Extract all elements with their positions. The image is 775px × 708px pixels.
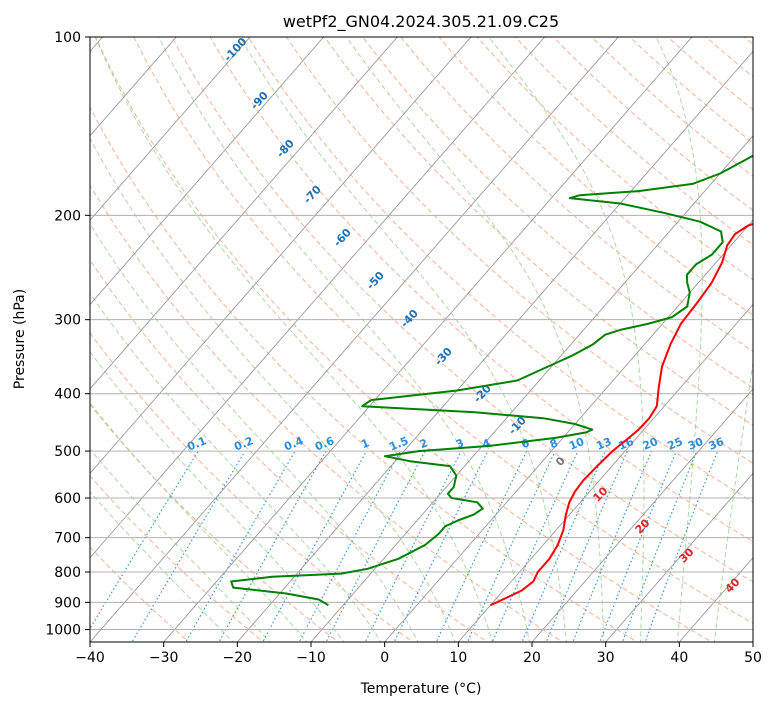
isotherm-line [163,37,693,642]
mixing-ratio-label: 8 [548,436,560,451]
y-tick-label: 1000 [45,622,81,638]
y-tick-label: 200 [54,208,81,224]
mixing-ratio-label: 13 [594,435,613,453]
profile-traces [230,154,753,607]
isotherm-line [90,37,177,137]
x-axis: −40 −30 −20 −10 0 10 20 30 40 50 [75,642,762,666]
isotherm-line [236,50,753,642]
isotherm-line [457,303,753,642]
isotherm-line [90,37,325,306]
dry-adiabat-line [476,37,753,281]
isotherm-line [90,37,619,642]
mixing-ratio-label: 20 [641,435,660,453]
isotherm-line [605,472,753,642]
x-tick-label: 30 [597,650,615,666]
x-tick-label: 50 [744,650,762,666]
background-lines [90,24,775,645]
dry-adiabat-line [133,37,753,624]
isotherm-line [752,641,753,642]
mixing-ratio-label: 3 [454,436,466,451]
y-tick-label: 300 [54,313,81,329]
mixing-ratio-line [621,450,698,642]
dewpoint-trace [230,154,753,607]
x-tick-label: −40 [75,650,105,666]
dry-adiabat-line [767,24,775,645]
mixing-ratio-line [298,450,401,642]
plot-frame [89,36,754,643]
y-tick-label: 700 [54,531,81,547]
moist-adiabat-line [90,137,456,642]
plot-area [90,37,753,642]
mixing-ratio-label: 30 [686,435,705,453]
dry-adiabat-line [323,37,753,426]
mixing-ratio-line [325,450,426,642]
mixing-ratio-line [435,450,528,642]
isotherm-line [310,135,753,642]
x-tick-label: −30 [149,650,179,666]
moist-adiabat-line [90,350,345,642]
dry-adiabat-line [362,37,753,389]
isotherm-line [90,37,546,559]
temperature-trace [490,222,753,607]
mixing-ratio-line [599,450,677,642]
dry-adiabat-line [171,37,753,583]
mixing-ratio-line [466,450,556,642]
y-axis-label: Pressure (hPa) [12,289,28,389]
y-tick-label: 900 [54,595,81,611]
isotherm-line [90,37,251,221]
x-tick-label: 0 [380,650,389,666]
mixing-ratio-label: 2 [418,436,430,451]
dry-adiabat-line [247,37,753,503]
mixing-ratio-label: 25 [665,435,684,453]
y-axis: 100 200 300 400 500 600 700 800 900 1000 [45,30,90,638]
y-tick-label: 100 [54,30,81,46]
mixing-ratio-label: 36 [707,435,726,453]
isotherm-line [531,388,753,642]
x-tick-label: 20 [523,650,541,666]
isotherm-line [90,37,398,390]
x-axis-label: Temperature (°C) [360,681,482,697]
mixing-ratio-label: 10 [567,435,586,453]
mixing-ratio-label: 1 [359,436,371,451]
y-tick-label: 600 [54,491,81,507]
mixing-ratio-line [90,450,199,630]
y-tick-label: 500 [54,444,81,460]
mixing-ratio-label: 16 [617,435,636,453]
y-tick-label: 800 [54,565,81,581]
x-tick-label: −20 [223,650,253,666]
mixing-ratio-line [644,450,719,642]
x-tick-label: 10 [449,650,467,666]
dry-adiabat-line [90,106,638,642]
chart-title: wetPf2_GN04.2024.305.21.09.C25 [283,12,559,32]
x-tick-label: −10 [296,650,326,666]
x-tick-label: 40 [670,650,688,666]
isotherm-line [384,219,753,642]
isotherm-line [90,37,472,474]
mixing-ratio-line [545,450,628,642]
y-tick-label: 400 [54,387,81,403]
mixing-ratio-line [572,450,653,642]
dry-adiabat-line [209,37,753,543]
